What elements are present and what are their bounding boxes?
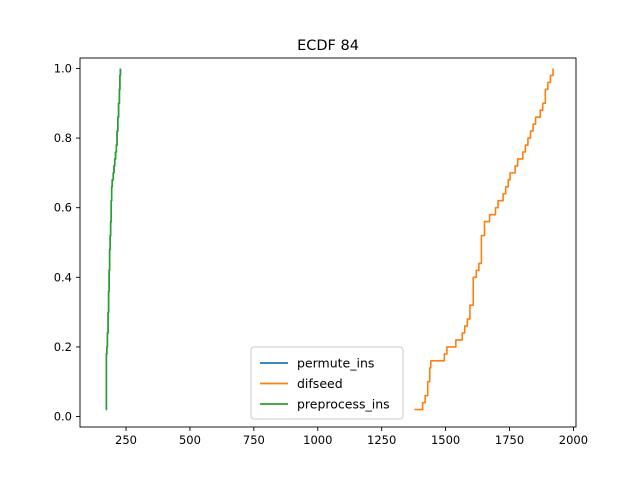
- axes-layer: 250 500 750 1000 1250 1500 1750 2000 0.0 0.2 0.4 0.…: [54, 57, 588, 447]
- legend-label-difseed: difseed: [297, 376, 343, 391]
- y-tick-label: 0.0: [54, 410, 72, 424]
- legend-label-permute-ins: permute_ins: [297, 356, 374, 371]
- series-layer: [105, 68, 554, 411]
- y-tick-label: 0.2: [54, 340, 72, 354]
- legend-label-preprocess-ins: preprocess_ins: [297, 397, 390, 412]
- series-line-preprocess-ins: [105, 68, 122, 411]
- chart-title: ECDF 84: [297, 38, 359, 54]
- x-tick-label: 500: [179, 433, 201, 447]
- x-tick-label: 1500: [431, 433, 460, 447]
- x-tick-label: 750: [243, 433, 265, 447]
- legend-box: [250, 346, 404, 420]
- x-tick-label: 2000: [559, 433, 588, 447]
- x-tick-label: 1750: [495, 433, 524, 447]
- plot-frame: [79, 57, 577, 428]
- y-tick-label: 0.4: [54, 270, 72, 284]
- y-tick-label: 0.8: [54, 131, 72, 145]
- series-line-difseed: [414, 68, 554, 411]
- x-tick-label: 1000: [303, 433, 332, 447]
- y-tick-label: 1.0: [54, 61, 72, 75]
- x-tick-label: 1250: [367, 433, 396, 447]
- y-tick-label: 0.6: [54, 201, 72, 215]
- x-tick-label: 250: [115, 433, 137, 447]
